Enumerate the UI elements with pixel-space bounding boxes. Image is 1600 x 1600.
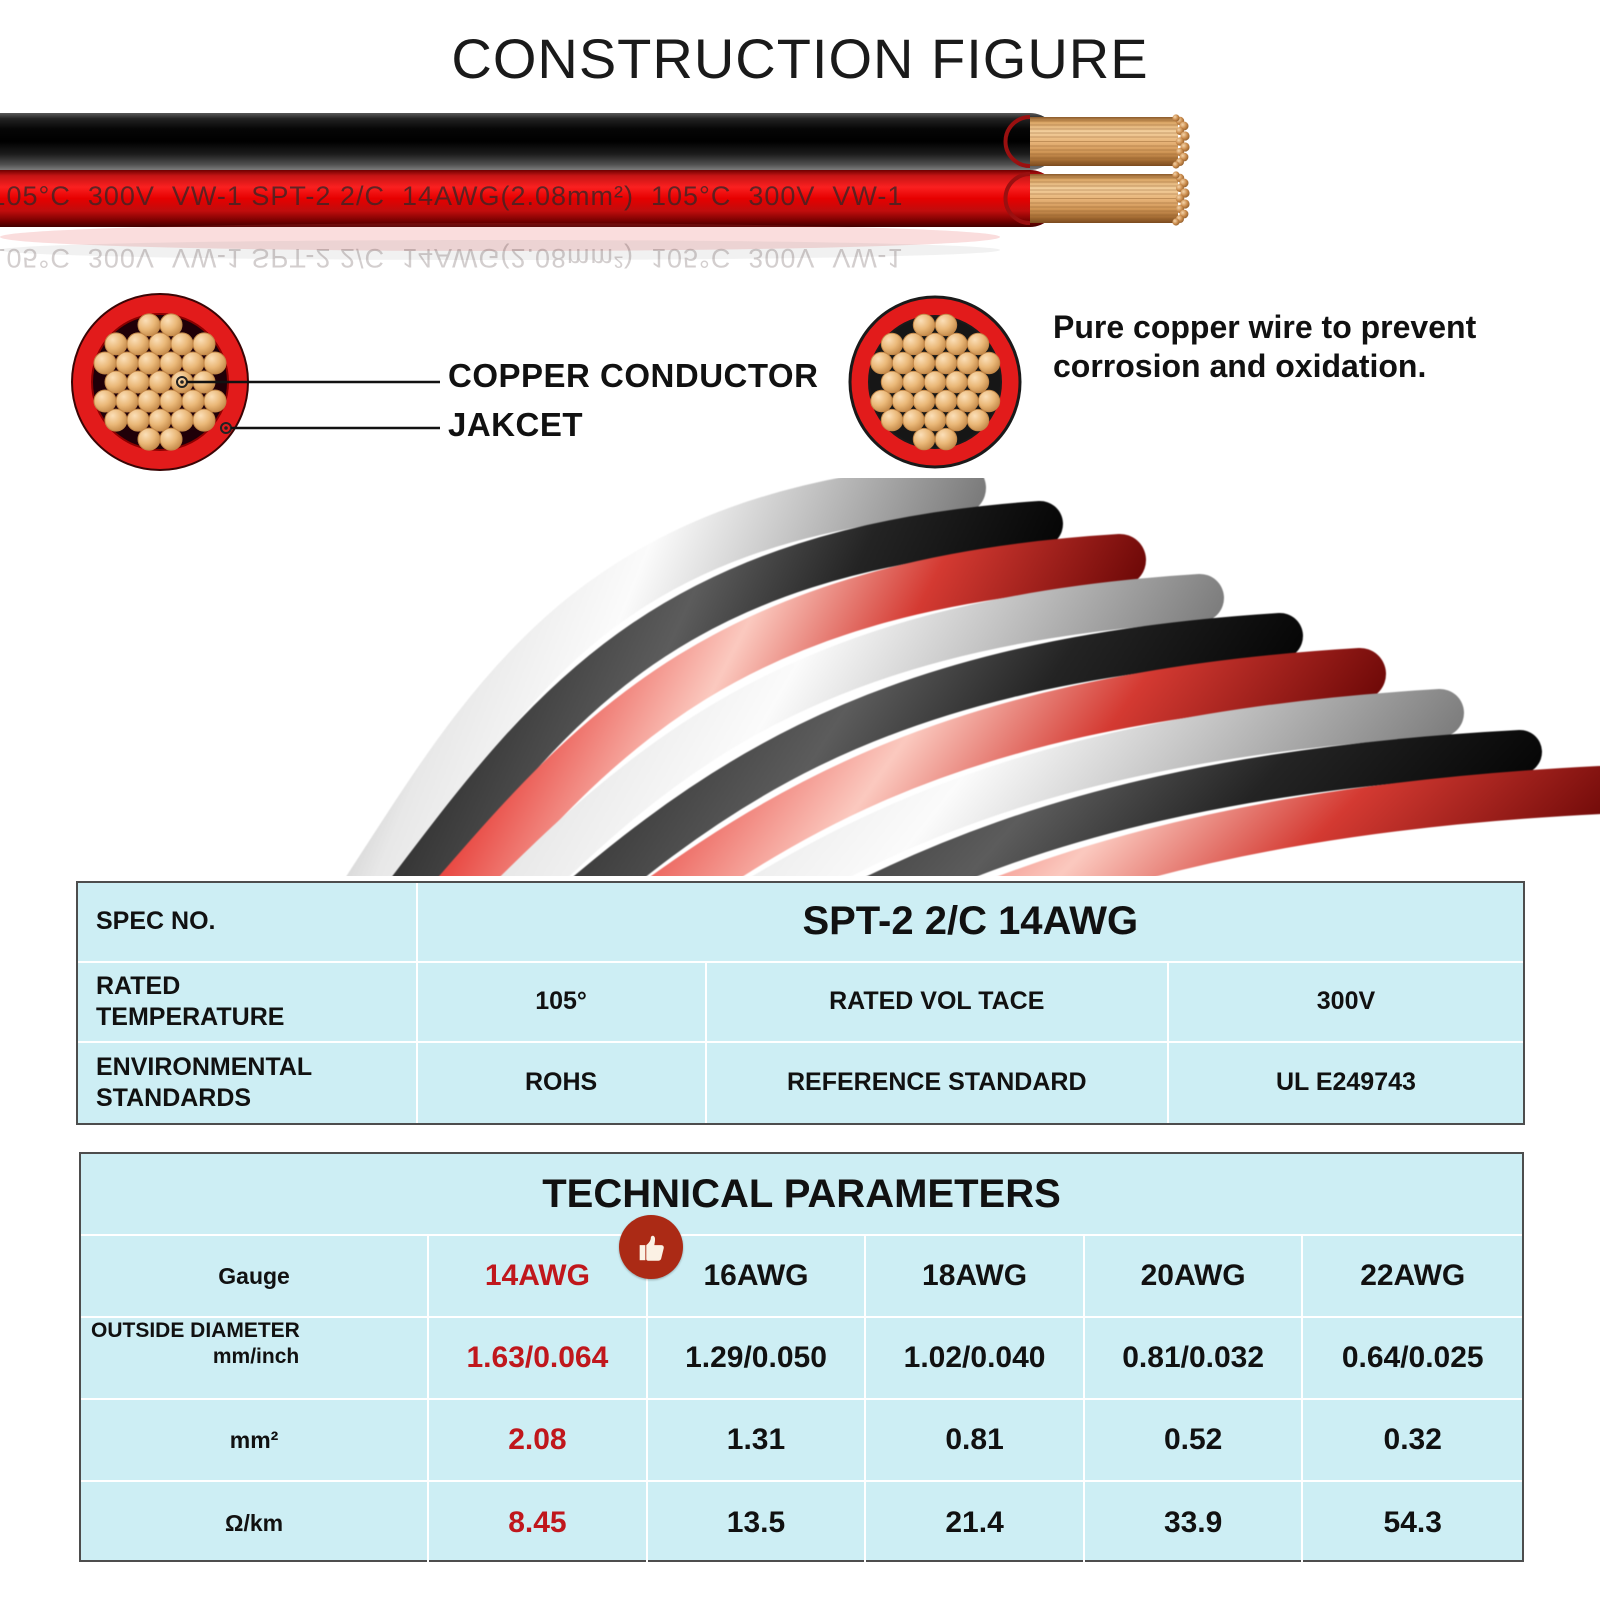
- svg-text:m²) 105°C 300V VW-1 SPT-2 2: m²) 105°C 300V VW-1 SPT-2 2/C 14AWG(2.08…: [0, 243, 903, 273]
- svg-text:JAKCET: JAKCET: [448, 406, 583, 443]
- svg-text:COPPER CONDUCTOR: COPPER CONDUCTOR: [448, 357, 818, 394]
- svg-text:m²) 105°C 300V VW-1 SPT-2 2: m²) 105°C 300V VW-1 SPT-2 2/C 14AWG(2.08…: [0, 181, 903, 211]
